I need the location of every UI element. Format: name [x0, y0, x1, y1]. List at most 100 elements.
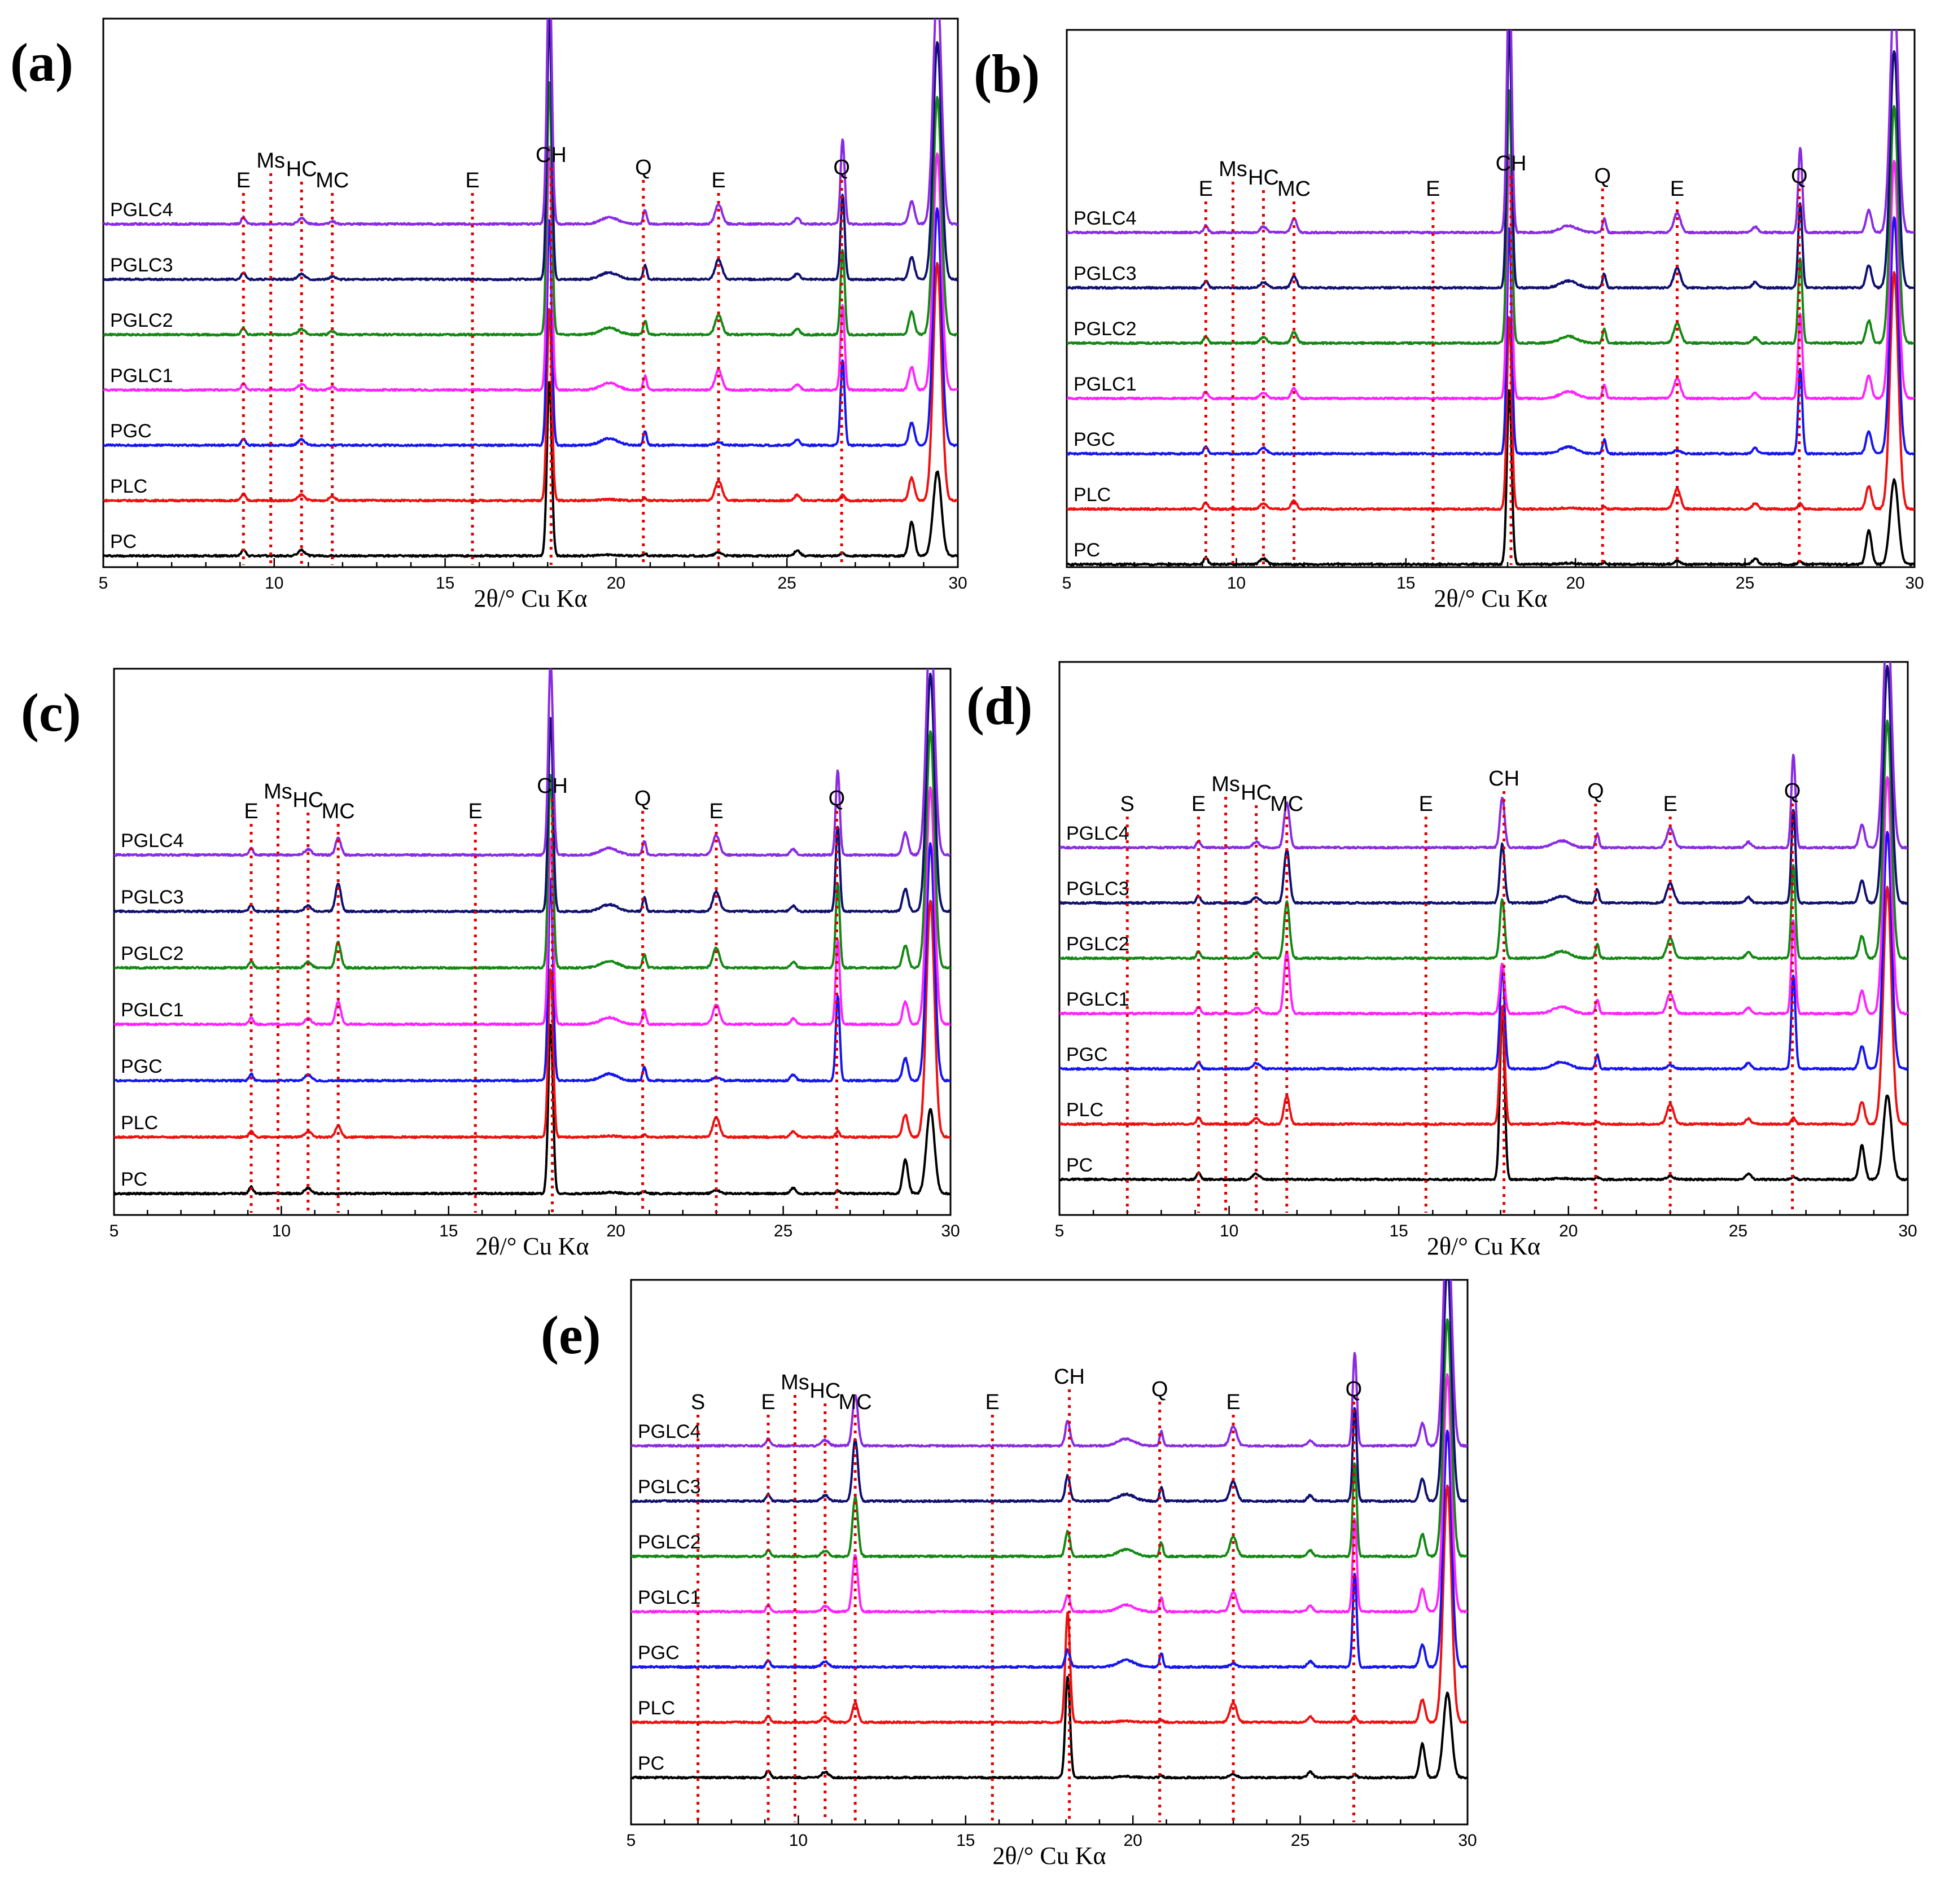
- tick-label: 15: [1390, 1222, 1408, 1240]
- tick-label: 25: [1291, 1831, 1309, 1850]
- panel-label: (c): [21, 682, 81, 743]
- marker-label-CH: CH: [1488, 767, 1519, 791]
- tick-label: 5: [109, 1222, 119, 1240]
- marker-label-HC: HC: [1241, 781, 1272, 805]
- series-label-PLC: PLC: [1074, 484, 1111, 506]
- series-line-PGLC2: [1059, 720, 1908, 960]
- series-line-PC: [1059, 1011, 1908, 1182]
- marker-label-HC: HC: [286, 157, 317, 181]
- series-label-PC: PC: [1066, 1155, 1093, 1176]
- series-line-PGLC1: [1059, 776, 1908, 1016]
- tick-label: 30: [948, 574, 967, 593]
- x-axis-label: 2θ/° Cu Kα: [1427, 1232, 1540, 1260]
- tick-label: 5: [1055, 1222, 1065, 1240]
- tick-label: 30: [1905, 574, 1924, 593]
- series-label-PGLC3: PGLC3: [638, 1476, 701, 1498]
- plot-frame: [1058, 661, 1909, 1216]
- marker-label-E: E: [1426, 177, 1440, 201]
- marker-label-Ms: Ms: [781, 1371, 809, 1394]
- series-line-PGC: [631, 1429, 1468, 1669]
- marker-label-MC: MC: [316, 169, 349, 192]
- series-line-PGLC2: [114, 730, 951, 970]
- marker-label-MC: MC: [1270, 792, 1303, 816]
- marker-label-E: E: [465, 169, 479, 192]
- series-label-PGC: PGC: [1074, 429, 1115, 450]
- series-line-PGC: [1059, 831, 1908, 1071]
- marker-label-E: E: [1199, 177, 1213, 201]
- x-axis-label: 2θ/° Cu Kα: [1434, 585, 1547, 612]
- series-line-PGLC4: [631, 1280, 1468, 1448]
- tick-label: 20: [1566, 574, 1585, 593]
- series-label-PGC: PGC: [110, 420, 152, 442]
- panel-label: (d): [966, 675, 1032, 736]
- series-line-PLC: [1067, 271, 1915, 511]
- series-label-PLC: PLC: [121, 1112, 158, 1134]
- marker-label-E: E: [468, 800, 483, 823]
- marker-label-Ms: Ms: [264, 780, 292, 804]
- x-axis: 5 10 15 20 25 30: [99, 558, 967, 593]
- series-line-PLC: [631, 1484, 1468, 1725]
- marker-label-Q: Q: [1594, 164, 1611, 188]
- tick-label: 10: [789, 1831, 808, 1850]
- series-line-PGLC4: [114, 669, 951, 857]
- series-label-PC: PC: [1074, 539, 1100, 561]
- series-label-PLC: PLC: [110, 476, 147, 497]
- series-line-PGLC3: [1059, 665, 1908, 905]
- marker-label-MC: MC: [1277, 177, 1311, 201]
- plot-frame: [102, 17, 959, 568]
- series-label-PGLC4: PGLC4: [121, 830, 184, 852]
- panel-b: 5 10 15 20 25 30 2θ/° Cu Kα (b) PC PLC PGC PGLC1 PGL…: [974, 29, 1924, 612]
- tick-label: 30: [1458, 1831, 1477, 1850]
- marker-label-Q: Q: [635, 156, 652, 179]
- tick-label: 20: [607, 574, 625, 593]
- tick-label: 30: [941, 1222, 960, 1240]
- marker-label-Q: Q: [1791, 164, 1808, 188]
- series-label-PGLC1: PGLC1: [1066, 989, 1129, 1010]
- marker-label-S: S: [1120, 792, 1135, 816]
- marker-label-Q: Q: [1587, 779, 1604, 803]
- marker-label-Q: Q: [833, 156, 850, 179]
- panel-a: 5 10 15 20 25 30 2θ/° Cu Kα (a) PC PLC PGC PGLC1 PGL…: [10, 17, 967, 612]
- panel-e: 5 10 15 20 25 30 2θ/° Cu Kα (e) PC PLC PGC PGLC1 PGL…: [541, 1279, 1477, 1870]
- series-line-PGLC2: [631, 1318, 1468, 1559]
- series-label-PLC: PLC: [1066, 1099, 1103, 1121]
- series-label-PGLC1: PGLC1: [638, 1587, 701, 1608]
- series-label-PGLC3: PGLC3: [110, 255, 173, 276]
- panel-c: 5 10 15 20 25 30 2θ/° Cu Kα (c) PC PLC PGC PGLC1 PGL…: [21, 668, 960, 1260]
- series-label-PGLC1: PGLC1: [121, 999, 184, 1021]
- marker-label-Q: Q: [634, 787, 651, 810]
- x-axis-label: 2θ/° Cu Kα: [992, 1842, 1106, 1870]
- marker-label-E: E: [236, 169, 251, 192]
- series-label-PGLC3: PGLC3: [121, 887, 184, 908]
- marker-label-Ms: Ms: [1219, 157, 1247, 181]
- marker-label-CH: CH: [536, 143, 567, 167]
- tick-label: 10: [265, 574, 283, 593]
- tick-label: 20: [1124, 1831, 1142, 1850]
- tick-label: 15: [439, 1222, 458, 1240]
- series-line-PGLC1: [1067, 153, 1915, 401]
- marker-label-HC: HC: [292, 788, 323, 812]
- marker-label-Q: Q: [1151, 1377, 1168, 1401]
- series-label-PGLC4: PGLC4: [638, 1421, 701, 1442]
- series-line-PGLC2: [103, 81, 958, 337]
- series-label-PGLC2: PGLC2: [121, 943, 184, 964]
- series-label-PGLC2: PGLC2: [1066, 933, 1129, 955]
- marker-label-CH: CH: [1054, 1365, 1085, 1389]
- series-label-PGLC1: PGLC1: [110, 365, 173, 387]
- series-line-PLC: [114, 900, 951, 1139]
- marker-label-E: E: [711, 169, 725, 192]
- tick-label: 5: [627, 1831, 636, 1850]
- tick-label: 25: [778, 574, 796, 593]
- series-label-PGLC2: PGLC2: [110, 310, 173, 331]
- marker-label-E: E: [985, 1390, 1000, 1414]
- plot-frame: [113, 668, 952, 1216]
- series-line-PGLC2: [1067, 89, 1915, 345]
- series-line-PLC: [103, 262, 958, 503]
- series-group: [1067, 30, 1915, 567]
- series-line-PGLC1: [631, 1373, 1468, 1614]
- series-line-PGLC3: [1067, 30, 1915, 290]
- marker-label-Ms: Ms: [1211, 773, 1240, 796]
